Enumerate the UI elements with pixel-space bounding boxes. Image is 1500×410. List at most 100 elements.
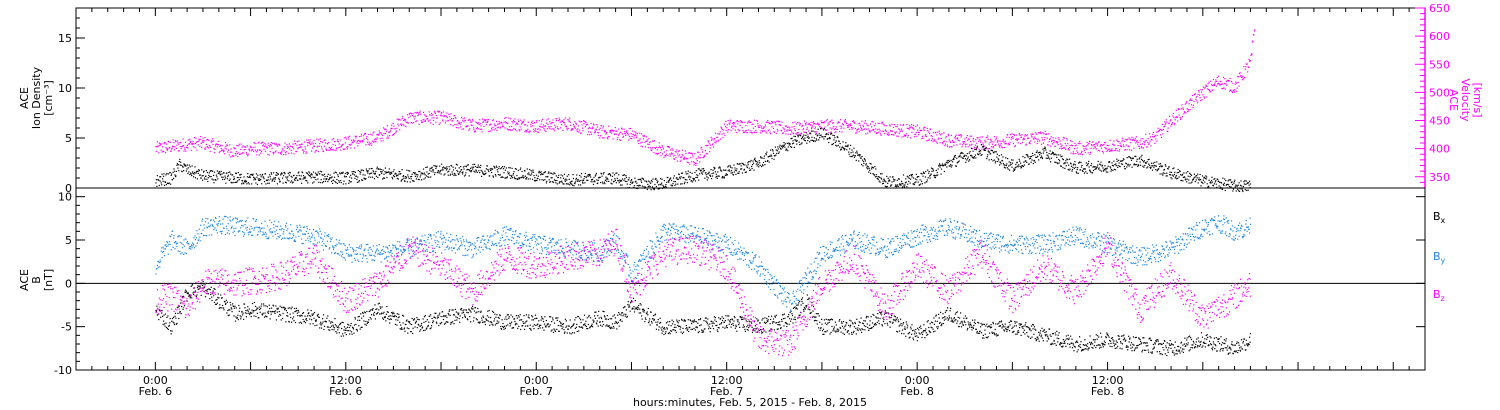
velocity-point <box>303 150 305 152</box>
velocity-point <box>1217 82 1219 84</box>
velocity-point <box>572 128 574 130</box>
density-point <box>552 181 554 183</box>
density-point <box>571 180 573 182</box>
velocity-point <box>631 130 634 132</box>
density-point <box>863 158 865 160</box>
velocity-point <box>906 124 908 126</box>
density-point <box>351 171 353 173</box>
velocity-point <box>187 147 189 149</box>
velocity-point <box>640 145 642 147</box>
velocity-point <box>398 125 400 127</box>
velocity-point <box>969 144 971 146</box>
density-point <box>1170 171 1173 173</box>
density-point <box>1244 189 1246 191</box>
density-point <box>426 166 428 168</box>
density-point <box>515 178 517 180</box>
bx-point <box>263 305 265 307</box>
velocity-point <box>1106 150 1108 153</box>
density-point <box>710 169 712 171</box>
density-point <box>986 158 988 160</box>
density-point <box>969 151 971 153</box>
velocity-point <box>1247 71 1249 73</box>
velocity-point <box>353 140 355 142</box>
velocity-point <box>1226 84 1228 86</box>
density-point <box>1182 180 1184 182</box>
velocity-point <box>337 138 339 141</box>
velocity-point <box>644 146 646 148</box>
velocity-point <box>459 124 461 126</box>
velocity-point <box>1033 136 1035 138</box>
density-point <box>1134 155 1136 157</box>
density-point <box>401 169 403 171</box>
bx-point <box>165 326 167 328</box>
velocity-point <box>608 125 610 127</box>
velocity-point <box>552 119 554 121</box>
density-point <box>879 181 881 183</box>
density-point <box>801 136 804 138</box>
velocity-point <box>490 130 492 132</box>
velocity-point <box>899 131 901 133</box>
density-point <box>661 182 663 184</box>
velocity-point <box>384 132 386 135</box>
density-point <box>492 168 494 170</box>
density-point <box>989 151 991 153</box>
density-point <box>1187 175 1189 177</box>
velocity-point <box>452 120 454 122</box>
density-point <box>834 141 836 143</box>
velocity-point <box>1159 128 1161 131</box>
density-point <box>532 178 534 180</box>
density-point <box>730 166 732 168</box>
density-point <box>902 183 904 185</box>
density-point <box>768 156 770 158</box>
density-point <box>1051 153 1053 155</box>
velocity-point <box>1128 137 1130 139</box>
density-point <box>221 173 223 175</box>
density-point <box>800 135 802 137</box>
velocity-point <box>941 142 944 144</box>
density-point <box>1136 160 1138 162</box>
velocity-point <box>492 119 494 122</box>
density-point <box>875 168 877 170</box>
velocity-point <box>889 124 891 126</box>
density-point <box>959 155 961 157</box>
velocity-point <box>1094 146 1096 148</box>
density-point <box>885 181 887 183</box>
velocity-point <box>928 138 930 140</box>
bx-point <box>246 309 248 311</box>
bx-point <box>172 321 174 323</box>
density-point <box>326 175 328 177</box>
velocity-point <box>527 128 529 130</box>
bx-point <box>270 311 272 313</box>
density-point <box>1247 189 1249 191</box>
velocity-point <box>564 117 566 119</box>
density-point <box>1116 158 1118 160</box>
density-point <box>786 142 788 144</box>
velocity-point <box>978 140 980 142</box>
velocity-point <box>917 129 919 131</box>
velocity-point <box>344 148 346 150</box>
density-point <box>1181 173 1184 175</box>
velocity-point <box>1207 83 1209 85</box>
velocity-point <box>932 132 935 134</box>
density-point <box>759 162 761 164</box>
velocity-point <box>695 164 697 166</box>
velocity-point <box>1143 141 1145 143</box>
density-point <box>614 179 616 181</box>
density-point <box>678 173 680 176</box>
velocity-point <box>244 148 246 151</box>
velocity-point <box>219 145 221 148</box>
density-point <box>933 176 935 178</box>
density-point <box>1196 177 1198 179</box>
density-point <box>697 168 699 170</box>
density-point <box>373 178 376 180</box>
velocity-point <box>974 144 976 146</box>
velocity-point <box>458 121 460 123</box>
density-point <box>1185 172 1187 174</box>
density-point <box>409 170 411 172</box>
velocity-point <box>1041 139 1044 141</box>
velocity-point <box>1224 88 1226 90</box>
density-point <box>1186 178 1188 180</box>
density-point <box>736 163 738 165</box>
velocity-point <box>1044 130 1046 132</box>
velocity-point <box>651 148 653 150</box>
